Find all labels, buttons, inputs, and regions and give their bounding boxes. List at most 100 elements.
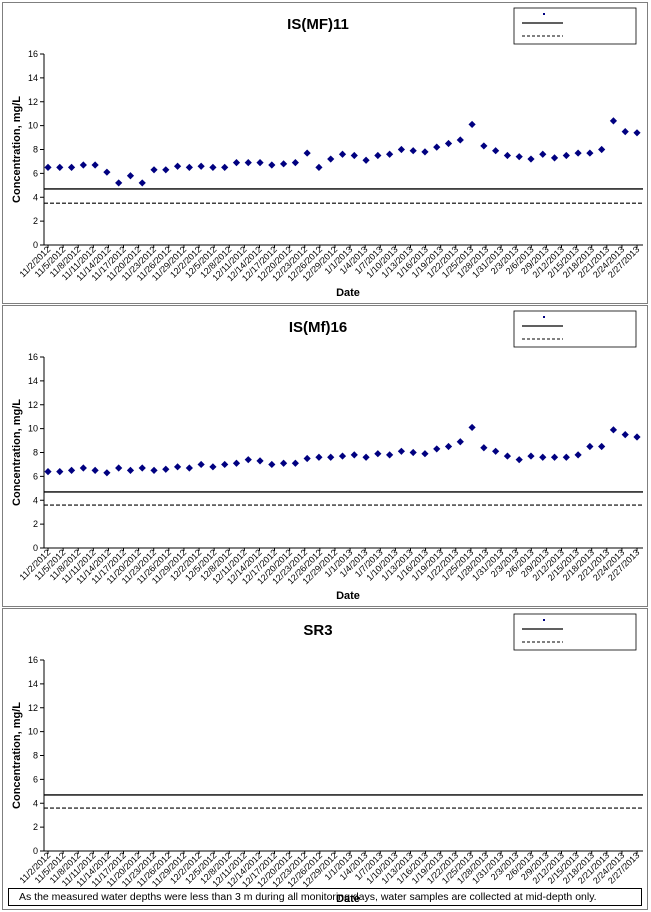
legend [513, 613, 637, 651]
legend-marker-icon [543, 316, 545, 318]
y-tick-label: 16 [28, 655, 38, 665]
data-point [232, 159, 241, 167]
y-tick-label: 14 [28, 73, 38, 83]
data-point [103, 168, 111, 176]
y-tick-label: 4 [33, 192, 38, 202]
data-point [91, 161, 99, 169]
data-point [550, 154, 559, 162]
data-point [79, 161, 87, 169]
data-point [586, 442, 594, 451]
chart-title: IS(Mf)16 [289, 319, 347, 336]
chart-panel-ismf16: IS(Mf)16 0 2 4 6 8 10 12 14 16 11/2/2012 11/5/2012 1… [2, 305, 648, 607]
data-point [609, 117, 618, 125]
data-point [315, 163, 323, 172]
data-point [433, 143, 441, 151]
data-point [303, 454, 311, 463]
data-point [586, 149, 594, 157]
data-point [468, 120, 476, 129]
data-point [480, 444, 488, 452]
data-point [338, 452, 347, 460]
data-point [444, 442, 453, 451]
data-point [185, 163, 193, 172]
legend [513, 7, 637, 45]
legend-box [513, 310, 637, 348]
data-point [115, 464, 123, 472]
chart-title: IS(MF)11 [287, 16, 349, 33]
data-point [244, 159, 252, 167]
data-point [221, 163, 229, 172]
data-point [386, 150, 394, 158]
data-point [79, 464, 87, 472]
y-tick-label: 10 [28, 727, 38, 737]
data-point [550, 453, 559, 461]
y-tick-label: 0 [33, 846, 38, 856]
x-axis-label: Date [336, 287, 360, 299]
y-tick-label: 6 [33, 774, 38, 784]
data-point [574, 149, 582, 157]
x-axis-label: Date [336, 590, 360, 602]
data-point [221, 460, 229, 469]
data-point [150, 466, 158, 475]
data-point [539, 150, 547, 158]
data-point [56, 468, 64, 476]
data-point [138, 464, 146, 472]
y-tick-label: 0 [33, 543, 38, 553]
y-tick-label: 4 [33, 798, 38, 808]
legend-box [513, 7, 637, 45]
data-point [562, 151, 570, 160]
data-point [574, 451, 582, 459]
data-point [598, 145, 606, 154]
data-point [56, 163, 64, 172]
data-point [527, 155, 535, 163]
data-point [327, 155, 335, 163]
y-tick-label: 12 [28, 400, 38, 410]
y-tick-label: 10 [28, 121, 38, 131]
chart-svg: SR3024681012141611/2/201211/5/201211/8/2… [11, 613, 643, 905]
data-point [421, 450, 429, 458]
data-point [197, 460, 205, 469]
data-point [232, 459, 241, 467]
y-tick-label: 16 [28, 352, 38, 362]
y-tick-label: 6 [33, 168, 38, 178]
data-point [115, 179, 123, 187]
y-tick-label: 2 [33, 519, 38, 529]
data-point [433, 445, 441, 453]
data-point [103, 469, 111, 477]
y-tick-label: 14 [28, 679, 38, 689]
data-point [503, 151, 512, 160]
data-point [480, 142, 488, 150]
data-point [350, 151, 358, 160]
y-tick-label: 16 [28, 49, 38, 59]
data-point [280, 160, 288, 168]
y-axis-label: Concentration, mg/L [11, 702, 23, 809]
data-point [492, 447, 500, 455]
data-point [197, 162, 205, 170]
chart-title: SR3 [303, 622, 332, 639]
chart-panel-sr3: SR3 0 2 4 6 8 10 12 14 16 11/2/2012 11/5/2012 11/8/2… [2, 608, 648, 910]
data-point [515, 153, 523, 161]
data-point [621, 430, 629, 439]
data-point [338, 150, 347, 158]
legend-marker-icon [543, 13, 545, 15]
data-point [173, 463, 182, 471]
data-point [303, 149, 311, 157]
data-point [397, 447, 405, 455]
data-point [598, 442, 606, 451]
data-point [173, 162, 182, 170]
y-axis-label: Concentration, mg/L [11, 96, 23, 203]
data-point [291, 459, 299, 467]
data-point [527, 452, 535, 460]
y-axis-label: Concentration, mg/L [11, 399, 23, 506]
data-point [456, 438, 464, 446]
data-point [185, 464, 193, 472]
data-point [256, 457, 264, 465]
data-point [162, 166, 170, 174]
data-point [244, 456, 252, 464]
data-point [562, 453, 570, 461]
data-point [386, 451, 394, 459]
chart-panel-ismf11: IS(MF)11 0 2 4 6 8 10 12 14 16 11/2/2012 11/5/2012 1… [2, 2, 648, 304]
y-tick-label: 8 [33, 751, 38, 761]
data-point [67, 466, 76, 475]
data-point [91, 466, 99, 475]
y-tick-label: 6 [33, 471, 38, 481]
